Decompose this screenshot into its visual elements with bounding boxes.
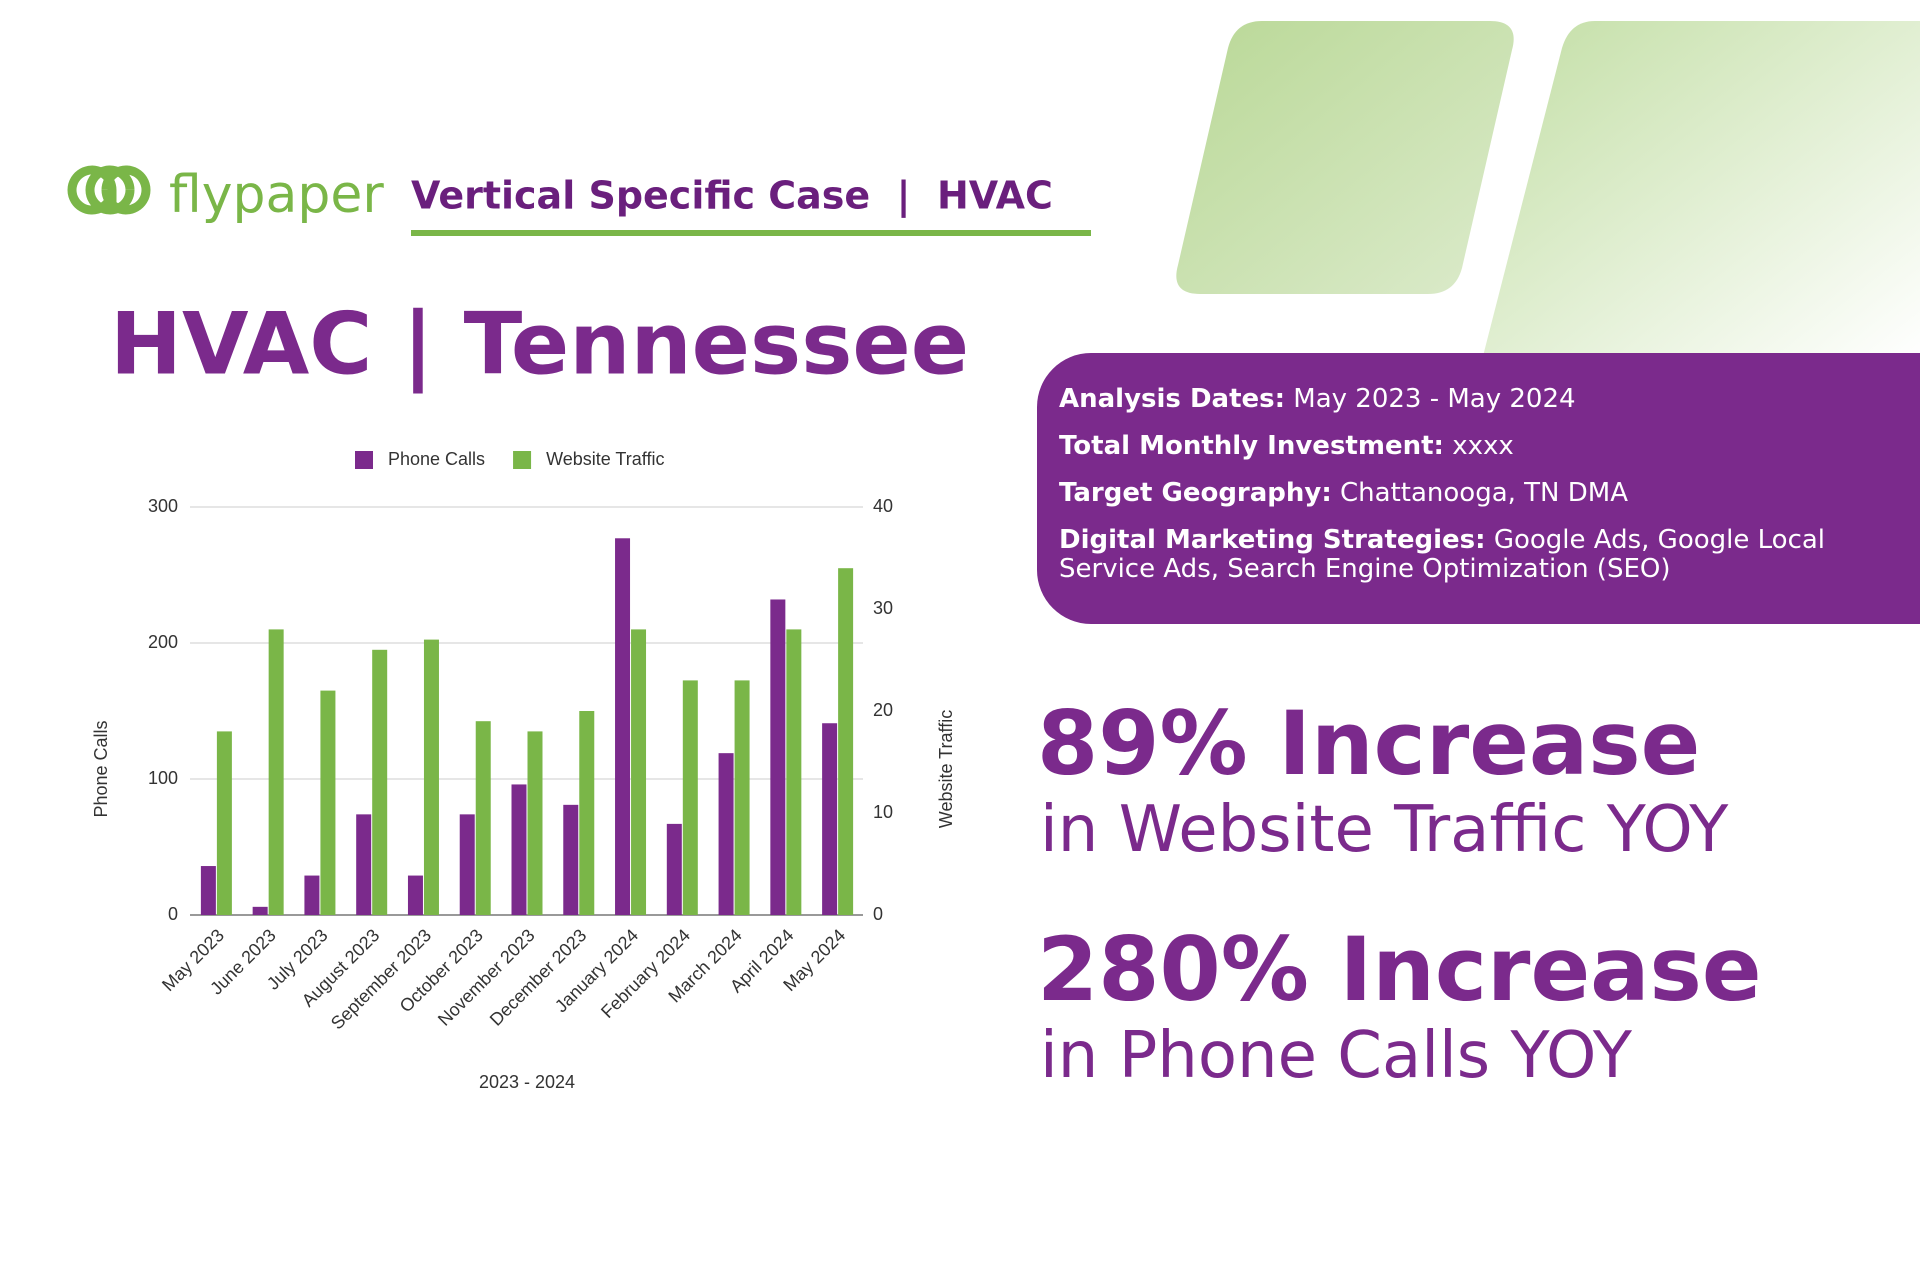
stat-detail: in Phone Calls YOY xyxy=(1040,1019,1632,1093)
info-row: Total Monthly Investment: xxxx xyxy=(1059,432,1880,461)
y-tick-label: 200 xyxy=(148,632,178,652)
bar xyxy=(216,731,232,915)
y2-axis-title: Website Traffic xyxy=(936,710,956,828)
logo-text: flypaper xyxy=(169,165,384,225)
bar xyxy=(786,629,802,915)
info-value: May 2023 - May 2024 xyxy=(1293,384,1576,414)
bar xyxy=(770,599,786,915)
info-value: xxxx xyxy=(1452,431,1514,461)
info-row: Target Geography: Chattanooga, TN DMA xyxy=(1059,479,1880,508)
info-box: Analysis Dates: May 2023 - May 2024 Total… xyxy=(1037,353,1920,624)
bar xyxy=(666,823,682,915)
y2-tick-label: 30 xyxy=(873,598,893,618)
info-row: Analysis Dates: May 2023 - May 2024 xyxy=(1059,385,1880,414)
bar xyxy=(563,804,579,915)
info-label: Total Monthly Investment: xyxy=(1059,431,1444,461)
legend-swatch xyxy=(513,451,532,469)
info-label: Digital Marketing Strategies: xyxy=(1059,525,1486,555)
info-value: Google Ads, Google Local Service Ads, Se… xyxy=(1059,525,1826,584)
bar xyxy=(304,875,320,915)
info-row: Digital Marketing Strategies: Google Ads… xyxy=(1059,526,1880,584)
bar xyxy=(407,875,423,915)
y2-tick-label: 10 xyxy=(873,802,893,822)
bar xyxy=(423,639,439,915)
subtitle: Vertical Specific Case | HVAC xyxy=(411,174,1053,219)
x-tick-label: February 2024 xyxy=(597,925,694,1022)
bar xyxy=(372,649,388,915)
legend-swatch xyxy=(355,451,373,469)
bar xyxy=(682,680,698,915)
bar xyxy=(631,629,647,915)
y2-tick-label: 0 xyxy=(873,904,883,924)
info-label: Analysis Dates: xyxy=(1059,384,1286,414)
bar xyxy=(718,753,734,915)
stat-detail: in Website Traffic YOY xyxy=(1040,793,1729,867)
bar xyxy=(268,629,284,915)
logo-icon xyxy=(67,165,151,215)
x-axis-title: 2023 - 2024 xyxy=(479,1072,575,1092)
bar xyxy=(579,711,595,915)
y2-tick-label: 40 xyxy=(873,496,893,516)
page-title: HVAC | Tennessee xyxy=(110,294,969,394)
bar xyxy=(252,906,268,915)
bar xyxy=(320,690,336,915)
decor-shape xyxy=(1176,21,1514,294)
bar xyxy=(527,731,543,915)
bar xyxy=(838,568,854,915)
bar xyxy=(459,814,475,915)
bar xyxy=(200,866,216,915)
info-label: Target Geography: xyxy=(1059,478,1332,508)
decor-shape xyxy=(1482,21,1920,360)
y2-tick-label: 20 xyxy=(873,700,893,720)
y-axis-title: Phone Calls xyxy=(91,720,111,817)
bar xyxy=(475,721,491,915)
bar xyxy=(615,538,631,915)
bar xyxy=(822,723,838,915)
y-tick-label: 300 xyxy=(148,496,178,516)
legend-label: Phone Calls xyxy=(388,449,485,469)
stat-headline: 89% Increase xyxy=(1037,692,1701,795)
subtitle-underline xyxy=(411,230,1091,236)
stat-headline: 280% Increase xyxy=(1037,918,1762,1021)
bar xyxy=(356,814,372,915)
bar xyxy=(734,680,750,915)
info-value: Chattanooga, TN DMA xyxy=(1340,478,1629,508)
legend-label: Website Traffic xyxy=(546,449,664,469)
y-tick-label: 100 xyxy=(148,768,178,788)
y-tick-label: 0 xyxy=(168,904,178,924)
bar xyxy=(511,784,527,915)
